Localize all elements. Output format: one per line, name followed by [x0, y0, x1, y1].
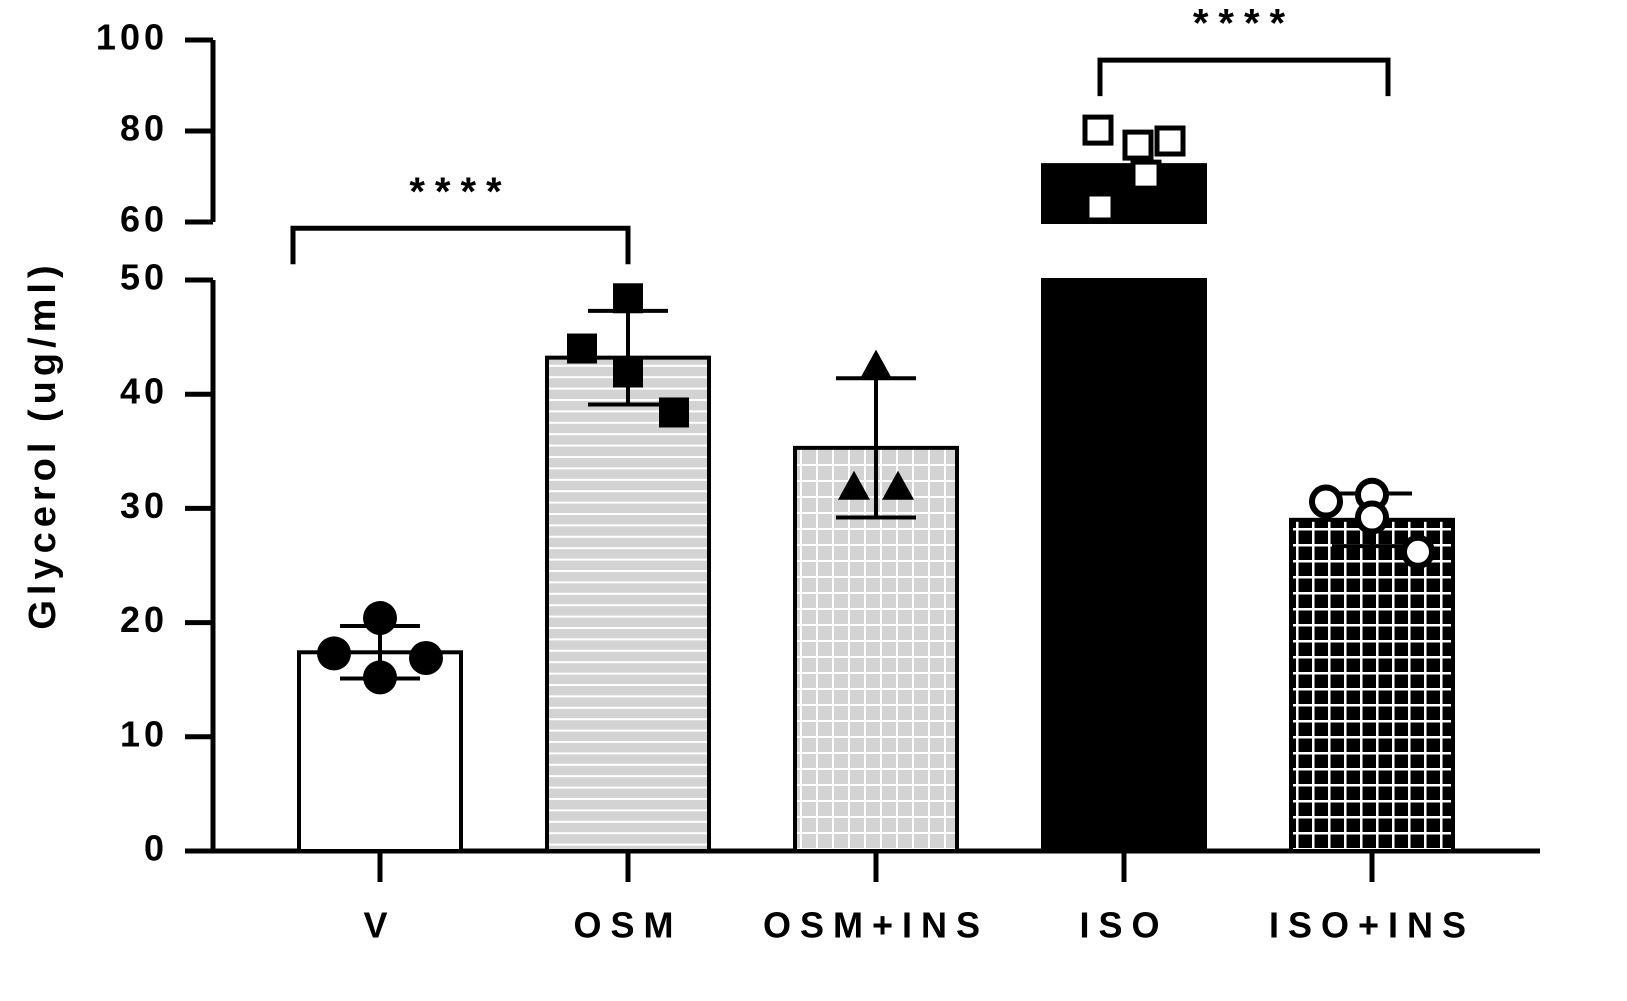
data-point [409, 641, 443, 676]
data-point [1154, 125, 1186, 157]
data-point [1122, 129, 1154, 161]
data-point [363, 601, 397, 636]
y-tick-label: 20 [120, 599, 168, 640]
data-point [567, 333, 597, 364]
y-tick-label: 100 [96, 17, 168, 58]
significance-bracket [290, 225, 631, 265]
data-point [882, 470, 914, 500]
data-point [317, 636, 351, 671]
data-point [363, 660, 397, 695]
bar [1041, 278, 1207, 853]
y-tick-label: 80 [120, 108, 168, 149]
data-point [613, 357, 643, 388]
y-tick-label: 30 [120, 485, 168, 526]
data-point [1130, 159, 1162, 191]
y-tick-label: 50 [120, 257, 168, 298]
x-tick-label: V [363, 905, 396, 946]
y-axis-label: Glycerol (ug/ml) [22, 260, 64, 629]
y-tick-label: 10 [120, 713, 168, 754]
data-point [838, 470, 870, 500]
data-point [860, 349, 892, 379]
y-tick-label: 0 [144, 828, 168, 869]
bar [297, 650, 463, 853]
data-point [1355, 500, 1389, 535]
x-tick-label: OSM+INS [763, 905, 989, 946]
data-point [613, 283, 643, 314]
significance-label: **** [1193, 2, 1295, 46]
y-tick-label: 60 [120, 199, 168, 240]
significance-label: **** [409, 170, 511, 214]
significance-bracket [1097, 57, 1391, 97]
x-tick-label: ISO [1079, 905, 1168, 946]
bar [545, 355, 711, 853]
x-tick-label: OSM [573, 905, 682, 946]
x-tick-label: ISO+INS [1269, 905, 1475, 946]
data-point [1401, 534, 1435, 569]
y-tick-label: 40 [120, 371, 168, 412]
data-point [1309, 484, 1343, 519]
data-point [1084, 191, 1116, 223]
data-point [659, 397, 689, 428]
data-point [1082, 114, 1114, 146]
bar [1289, 517, 1455, 853]
bar [1041, 163, 1207, 224]
